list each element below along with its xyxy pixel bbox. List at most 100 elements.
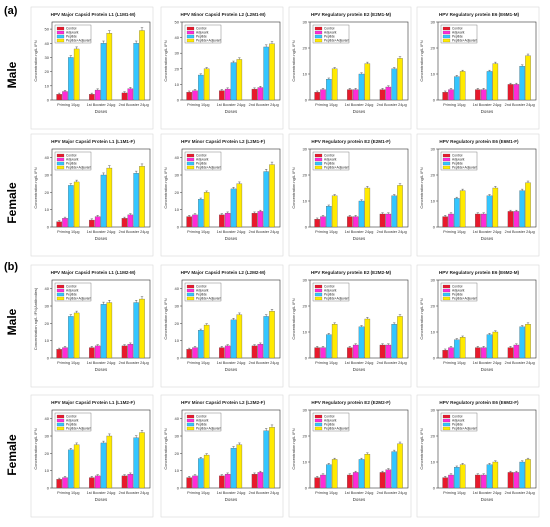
legend-label: Peptide+Adjuvant	[324, 166, 349, 170]
chart-3: HPV Regulatory protein E2 (E2M1-M) 0 10 20 3…	[288, 6, 412, 130]
y-tick-label: 30	[303, 278, 308, 283]
legend-label: Peptide	[324, 162, 335, 166]
bar	[347, 216, 353, 228]
chart-title: HPV Major Capsid Protein L1 (L1M2-F)	[51, 400, 135, 405]
bar	[352, 216, 359, 228]
x-tick-label: Priming 10μg	[443, 491, 465, 495]
legend-label: Peptide+Adjuvant	[196, 427, 221, 431]
y-tick-label: 20	[45, 321, 50, 326]
x-tick-label: 2nd Booster 24μg	[119, 103, 149, 107]
bar	[448, 213, 454, 228]
bar	[89, 477, 95, 489]
legend-swatch	[56, 288, 65, 293]
legend-swatch	[56, 34, 65, 39]
legend-swatch	[314, 288, 323, 293]
legend-swatch	[56, 153, 65, 158]
bar	[519, 190, 525, 228]
chart-title: HPV Major Capsid Protein L1 (L1M1-M)	[51, 12, 136, 17]
bar	[219, 475, 225, 489]
legend-swatch	[314, 34, 323, 39]
legend-label: Peptide+Adjuvant	[324, 39, 349, 43]
y-tick-label: 30	[431, 20, 436, 25]
legend-swatch	[56, 38, 65, 43]
bar	[62, 477, 68, 489]
legend-swatch	[186, 296, 195, 301]
legend-label: Control	[324, 154, 335, 158]
x-tick-label: 1st Booster 24μg	[217, 230, 246, 234]
y-tick-label: 10	[45, 83, 50, 88]
bar	[224, 473, 231, 489]
bar	[519, 66, 525, 101]
bar	[236, 59, 243, 101]
legend-swatch	[56, 414, 65, 419]
chart-title: HPV Regulatory protein E6 (E6M1-F)	[439, 139, 519, 144]
legend-label: Adjuvant	[452, 158, 465, 162]
x-tick-label: Priming 10μg	[443, 103, 465, 107]
legend-label: Peptide+Adjuvant	[66, 297, 91, 301]
x-tick-label: 2nd Booster 24μg	[249, 361, 279, 365]
x-tick-label: 2nd Booster 24μg	[119, 230, 149, 234]
y-tick-label: 20	[175, 321, 180, 326]
bar	[379, 344, 386, 359]
y-tick-label: 30	[45, 304, 50, 309]
legend-label: Peptide+Adjuvant	[66, 166, 91, 170]
legend-swatch	[314, 38, 323, 43]
bar	[106, 435, 113, 489]
bar	[192, 214, 198, 228]
legend-swatch	[442, 26, 451, 31]
legend-label: Adjuvant	[324, 419, 337, 423]
bar	[507, 84, 514, 101]
bar	[68, 57, 74, 101]
x-axis-label: Doses	[95, 497, 108, 502]
bar	[385, 213, 392, 228]
y-tick-label: 10	[303, 460, 308, 465]
bar	[320, 347, 326, 359]
bar	[192, 90, 198, 101]
x-tick-label: Priming 10μg	[187, 103, 209, 107]
legend-swatch	[56, 157, 65, 162]
legend-swatch	[442, 288, 451, 293]
y-tick-label: 30	[45, 55, 50, 60]
bar	[320, 216, 326, 228]
bar	[139, 298, 145, 359]
chart-15: HPV Regulatory protein E2 (E2M2-F) 0 10 20 3…	[288, 394, 412, 518]
legend-swatch	[186, 157, 195, 162]
bar	[198, 74, 204, 101]
bar	[507, 211, 514, 228]
chart-title: HPV Regulatory protein E2 (E2M1-F)	[311, 139, 391, 144]
y-tick-label: 0	[177, 225, 180, 230]
legend-label: Control	[452, 415, 463, 419]
row-label-female-a: Female	[5, 182, 19, 224]
bar	[391, 451, 397, 489]
legend-label: Peptide+Adjuvant	[324, 427, 349, 431]
bar	[364, 318, 371, 359]
bar	[364, 63, 371, 101]
x-axis-label: Doses	[353, 367, 366, 372]
x-tick-label: Priming 10μg	[443, 230, 465, 234]
bar	[73, 312, 80, 359]
legend-label: Adjuvant	[452, 31, 465, 35]
legend-label: Adjuvant	[452, 419, 465, 423]
bar	[459, 464, 466, 489]
chart-grid: HPV Major Capsid Protein L1 (L1M1-M) 0 10 2…	[30, 6, 540, 518]
bar	[507, 472, 514, 489]
x-axis-label: Doses	[225, 367, 238, 372]
bar	[139, 432, 145, 489]
legend-label: Control	[196, 415, 207, 419]
bar	[379, 472, 386, 489]
y-tick-label: 40	[175, 286, 180, 291]
chart-title: HPV Regulatory protein E6 (E6M2-M)	[439, 270, 520, 275]
x-tick-label: Priming 10μg	[57, 491, 79, 495]
bar	[513, 211, 520, 228]
y-tick-label: 30	[175, 173, 180, 178]
legend-swatch	[442, 165, 451, 170]
bar	[352, 344, 359, 359]
chart-14: HPV Minor Capsid Protein L2 (L2M2-F) 0 10 2…	[160, 394, 284, 518]
bar	[68, 316, 74, 359]
bar	[397, 316, 403, 359]
y-axis-label: Concentration ng/L IFN	[33, 167, 38, 208]
legend-swatch	[442, 30, 451, 35]
y-axis-label: Concentration ng/L IFN	[419, 40, 424, 81]
legend-label: Peptide+Adjuvant	[452, 297, 477, 301]
x-tick-label: 2nd Booster 24μg	[377, 230, 407, 234]
